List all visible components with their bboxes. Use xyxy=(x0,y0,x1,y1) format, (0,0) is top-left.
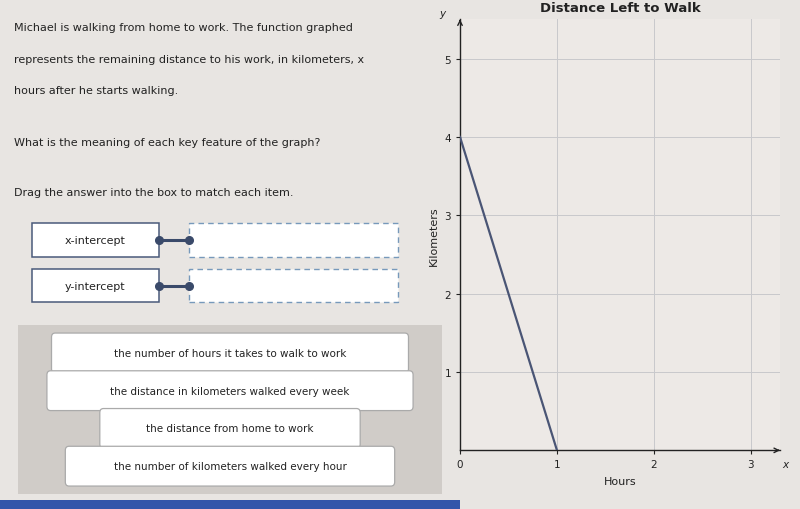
Bar xyxy=(32,224,158,257)
Text: the number of hours it takes to walk to work: the number of hours it takes to walk to … xyxy=(114,348,346,358)
Text: y-intercept: y-intercept xyxy=(65,281,126,291)
Y-axis label: Kilometers: Kilometers xyxy=(429,206,438,265)
Text: the number of kilometers walked every hour: the number of kilometers walked every ho… xyxy=(114,461,346,471)
Text: the distance from home to work: the distance from home to work xyxy=(146,423,314,434)
Text: What is the meaning of each key feature of the graph?: What is the meaning of each key feature … xyxy=(14,138,320,148)
Text: y: y xyxy=(439,9,446,19)
Bar xyxy=(32,270,158,303)
Text: x: x xyxy=(782,460,789,469)
FancyBboxPatch shape xyxy=(47,371,413,411)
Text: Michael is walking from home to work. The function graphed: Michael is walking from home to work. Th… xyxy=(14,23,353,33)
FancyBboxPatch shape xyxy=(100,409,360,448)
Text: Drag the answer into the box to match each item.: Drag the answer into the box to match ea… xyxy=(14,187,294,197)
Text: x-intercept: x-intercept xyxy=(65,236,126,245)
FancyBboxPatch shape xyxy=(66,446,394,486)
Bar xyxy=(0,500,460,509)
Text: represents the remaining distance to his work, in kilometers, x: represents the remaining distance to his… xyxy=(14,54,364,65)
Title: Distance Left to Walk: Distance Left to Walk xyxy=(540,2,700,15)
Bar xyxy=(189,224,398,257)
Text: hours after he starts walking.: hours after he starts walking. xyxy=(14,86,178,96)
Bar xyxy=(189,270,398,303)
Bar xyxy=(18,326,442,494)
Text: the distance in kilometers walked every week: the distance in kilometers walked every … xyxy=(110,386,350,396)
FancyBboxPatch shape xyxy=(51,333,409,373)
X-axis label: Hours: Hours xyxy=(604,476,636,487)
